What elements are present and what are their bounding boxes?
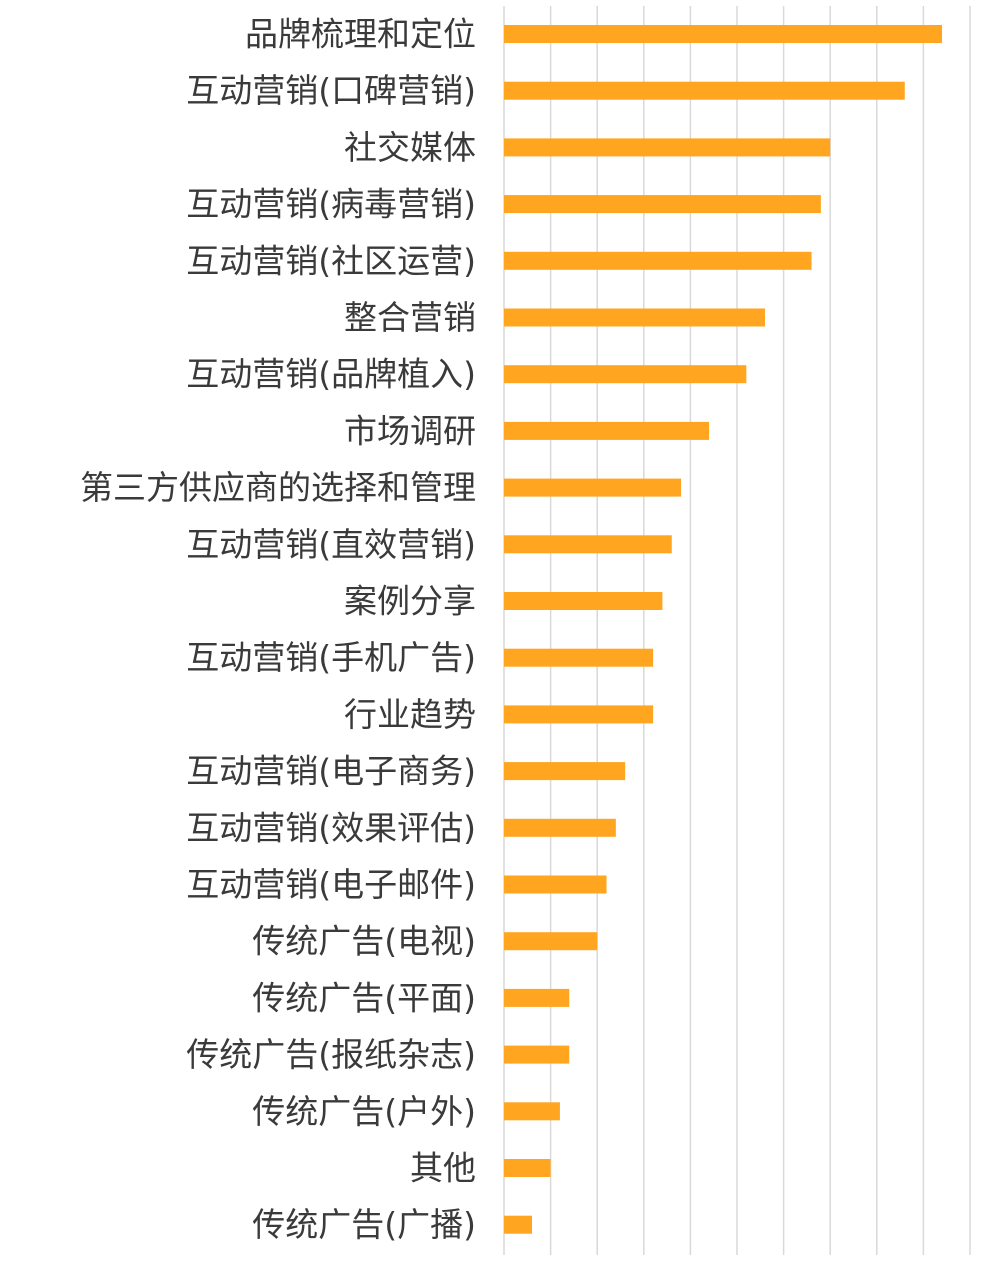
bar	[504, 365, 747, 384]
category-label: 互动营销(电子商务)	[186, 752, 476, 791]
category-label: 社交媒体	[344, 128, 476, 167]
category-label: 传统广告(广播)	[252, 1205, 476, 1244]
category-label: 互动营销(效果评估)	[186, 808, 476, 847]
category-label: 互动营销(病毒营销)	[186, 185, 476, 224]
category-label: 传统广告(电视)	[252, 922, 476, 961]
category-label: 互动营销(电子邮件)	[186, 865, 476, 904]
bar	[504, 195, 821, 214]
category-label: 传统广告(平面)	[252, 978, 476, 1017]
category-label: 互动营销(直效营销)	[186, 525, 476, 564]
bar	[504, 592, 663, 610]
category-label: 品牌梳理和定位	[245, 15, 476, 54]
bar	[504, 705, 654, 724]
bar	[504, 138, 831, 157]
category-label: 市场调研	[344, 411, 476, 450]
bars	[504, 25, 943, 1234]
category-label: 第三方供应商的选择和管理	[80, 468, 476, 507]
category-label: 整合营销	[344, 298, 476, 337]
category-label: 传统广告(报纸杂志)	[186, 1035, 476, 1074]
bar	[504, 421, 710, 440]
bar	[504, 535, 672, 554]
category-label: 案例分享	[344, 582, 476, 621]
bar	[504, 875, 607, 894]
bar	[504, 251, 812, 270]
category-label: 其他	[410, 1149, 476, 1188]
bar	[504, 762, 626, 781]
bar	[504, 478, 682, 497]
bar	[504, 1215, 532, 1234]
gridlines	[503, 6, 971, 1255]
category-label: 互动营销(手机广告)	[186, 638, 476, 677]
category-label: 互动营销(品牌植入)	[186, 355, 476, 394]
bar	[504, 648, 654, 667]
bar	[504, 818, 616, 837]
category-label: 互动营销(社区运营)	[186, 241, 476, 280]
bar	[504, 1159, 551, 1177]
category-label: 互动营销(口碑营销)	[186, 71, 476, 110]
bar	[504, 81, 905, 100]
category-label: 传统广告(户外)	[252, 1092, 476, 1131]
bar	[504, 308, 765, 327]
bar	[504, 988, 570, 1007]
bar	[504, 932, 598, 951]
bar	[504, 1102, 560, 1121]
bar	[504, 1045, 570, 1064]
bar	[504, 25, 943, 43]
category-label: 行业趋势	[344, 695, 476, 734]
